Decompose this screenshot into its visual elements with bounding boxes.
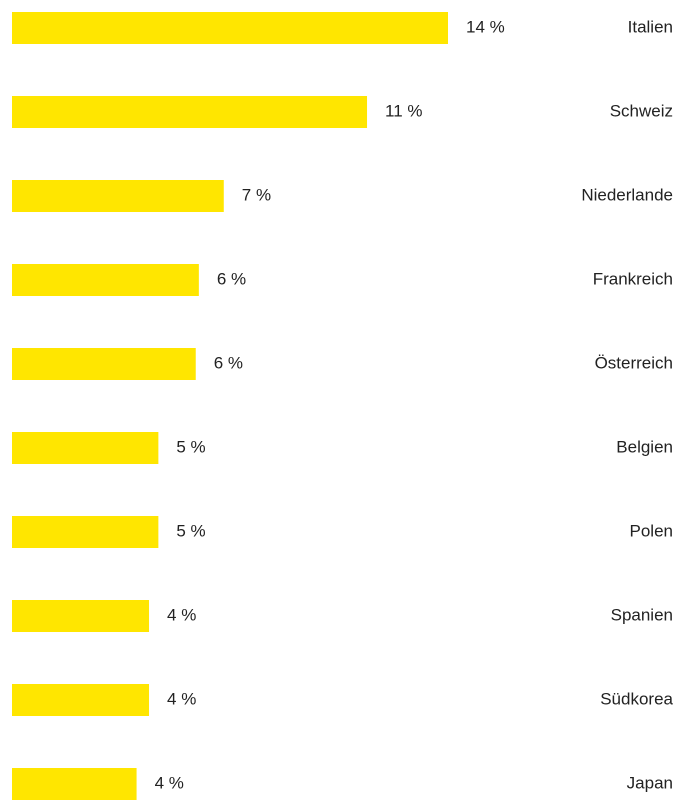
category-label: Japan [627,773,673,792]
category-label: Niederlande [581,185,673,204]
bar [12,600,150,632]
bar [12,96,368,128]
category-label: Polen [630,521,673,540]
category-label: Österreich [595,353,673,372]
bar [12,348,196,380]
bar [12,432,159,464]
category-label: Südkorea [600,689,673,708]
bar [12,12,448,44]
bar [12,768,137,800]
category-label: Spanien [611,605,673,624]
value-label: 5 % [176,437,205,456]
bar [12,684,150,716]
bar [12,180,224,212]
value-label: 14 % [466,17,505,36]
value-label: 7 % [242,185,271,204]
value-label: 11 % [385,101,423,120]
value-label: 4 % [167,605,196,624]
category-label: Belgien [616,437,673,456]
value-label: 4 % [167,689,196,708]
value-label: 5 % [176,521,205,540]
bar [12,516,159,548]
category-label: Italien [628,17,673,36]
value-label: 6 % [214,353,243,372]
category-label: Schweiz [610,101,673,120]
value-label: 4 % [155,773,184,792]
value-label: 6 % [217,269,246,288]
bar [12,264,199,296]
category-label: Frankreich [593,269,673,288]
